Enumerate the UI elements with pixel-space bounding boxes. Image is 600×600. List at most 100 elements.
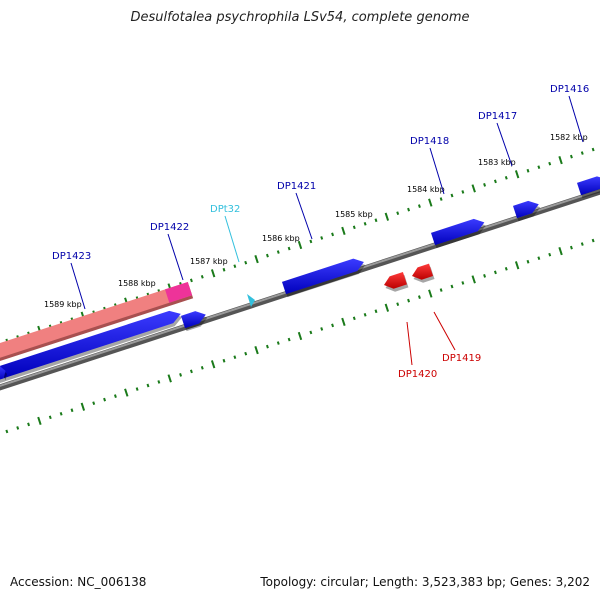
gene-leader-line: [70, 262, 86, 310]
tick-mark: [167, 374, 172, 383]
tick-mark: [341, 317, 346, 326]
tick-mark: [439, 197, 443, 201]
tick-mark: [439, 288, 443, 292]
tick-mark: [363, 312, 367, 317]
tick-mark: [265, 253, 269, 258]
gene-arrow-dp1417-body: [512, 200, 539, 219]
tick-mark: [320, 236, 324, 240]
topology-summary: Topology: circular; Length: 3,523,383 bp…: [260, 575, 590, 589]
tick-mark: [417, 204, 421, 208]
tick-mark: [5, 429, 9, 434]
tick-mark: [48, 415, 52, 420]
gene-label-dp1416: DP1416: [550, 84, 589, 95]
tick-mark: [179, 373, 183, 377]
selection-band-body: [0, 281, 193, 358]
gene-leader-line: [429, 147, 445, 195]
tick-mark: [493, 179, 497, 184]
gene-arrow-dp1419: [412, 263, 435, 283]
tick-mark: [569, 154, 573, 159]
tick-mark: [407, 207, 411, 212]
tick-mark: [558, 156, 563, 165]
tick-mark: [222, 358, 226, 363]
gene-arrow-dp1416-body: [576, 176, 600, 196]
tick-mark: [200, 365, 204, 370]
gene-arrow-dp1422-body: [180, 311, 206, 329]
tick-mark: [265, 344, 269, 349]
tick-mark: [200, 274, 204, 279]
gene-label-dp1420: DP1420: [398, 369, 437, 380]
inner-tick-track: [5, 238, 595, 434]
tick-mark: [309, 330, 313, 335]
tick-mark: [537, 165, 541, 170]
tick-mark: [504, 266, 508, 271]
tick-mark: [254, 346, 259, 355]
accession-text: Accession: NC_006138: [10, 575, 147, 589]
tick-mark: [210, 360, 216, 369]
tick-mark: [233, 264, 237, 269]
tick-mark: [27, 422, 31, 427]
gene-arrow-dp1423: [0, 310, 183, 382]
tick-mark: [407, 298, 411, 303]
gene-label-dp1421: DP1421: [277, 181, 316, 192]
tick-mark: [189, 278, 193, 283]
tick-mark: [70, 408, 74, 413]
gene-arrow-edge: [0, 366, 8, 384]
tick-mark: [548, 252, 552, 257]
selection-band: [0, 281, 194, 362]
tick-mark: [210, 269, 216, 278]
kbp-label: 1586 kbp: [262, 234, 300, 243]
tick-mark: [591, 238, 595, 243]
tick-mark: [113, 394, 117, 398]
tick-mark: [580, 151, 584, 155]
tick-mark: [189, 369, 193, 374]
gene-leader-line: [568, 95, 584, 143]
tick-mark: [580, 242, 584, 246]
tick-mark: [396, 302, 400, 307]
tick-mark: [244, 260, 248, 265]
tick-mark: [537, 256, 541, 261]
tick-mark: [287, 337, 291, 342]
label-layer: 1589 kbp 1588 kbp 1587 kbp 1586 kbp 1585 kbp…: [44, 84, 589, 380]
tick-mark: [526, 168, 530, 173]
gene-arrow-dp1421: [281, 258, 366, 298]
kbp-label: 1582 kbp: [550, 133, 588, 142]
tick-mark: [548, 161, 552, 166]
kbp-label: 1583 kbp: [478, 158, 516, 167]
tick-mark: [244, 351, 248, 356]
tick-mark: [352, 225, 356, 230]
tick-mark: [384, 212, 390, 221]
tick-mark: [297, 331, 303, 341]
tick-mark: [276, 341, 280, 345]
gene-arrow-dp1418: [430, 218, 486, 249]
tick-mark: [287, 246, 291, 251]
tick-mark: [92, 401, 96, 406]
gene-label-dp1423: DP1423: [52, 251, 91, 262]
gene-arrow-dp1417: [512, 200, 541, 222]
selection-band-tip: [164, 281, 193, 303]
tick-mark: [483, 274, 487, 278]
gene-arrow-dp1422: [180, 311, 208, 332]
tick-mark: [461, 281, 465, 285]
tick-mark: [417, 295, 421, 299]
gene-arrow-dp1423-body: [0, 310, 181, 379]
tick-mark: [504, 175, 508, 180]
gene-arrow-dp1416: [576, 176, 600, 199]
trna-marker-dpt32: [247, 294, 255, 307]
gene-leader-line: [496, 122, 513, 167]
gene-arrow-dp1421-body: [281, 258, 364, 295]
kbp-label: 1587 kbp: [190, 257, 228, 266]
tick-mark: [450, 193, 454, 198]
kbp-label: 1585 kbp: [335, 210, 373, 219]
gene-leader-line: [224, 215, 240, 263]
tick-mark: [374, 309, 378, 314]
trna-marker-body: [247, 294, 255, 307]
tick-mark: [157, 380, 161, 384]
tick-mark: [471, 275, 476, 284]
tick-mark: [374, 218, 378, 223]
gene-label-dp1418: DP1418: [410, 136, 449, 147]
tick-mark: [146, 383, 150, 388]
gene-leader-line: [406, 321, 413, 366]
tick-mark: [297, 240, 303, 250]
gene-arrow-edge-body: [0, 366, 6, 380]
gene-label-dp1422: DP1422: [150, 222, 189, 233]
